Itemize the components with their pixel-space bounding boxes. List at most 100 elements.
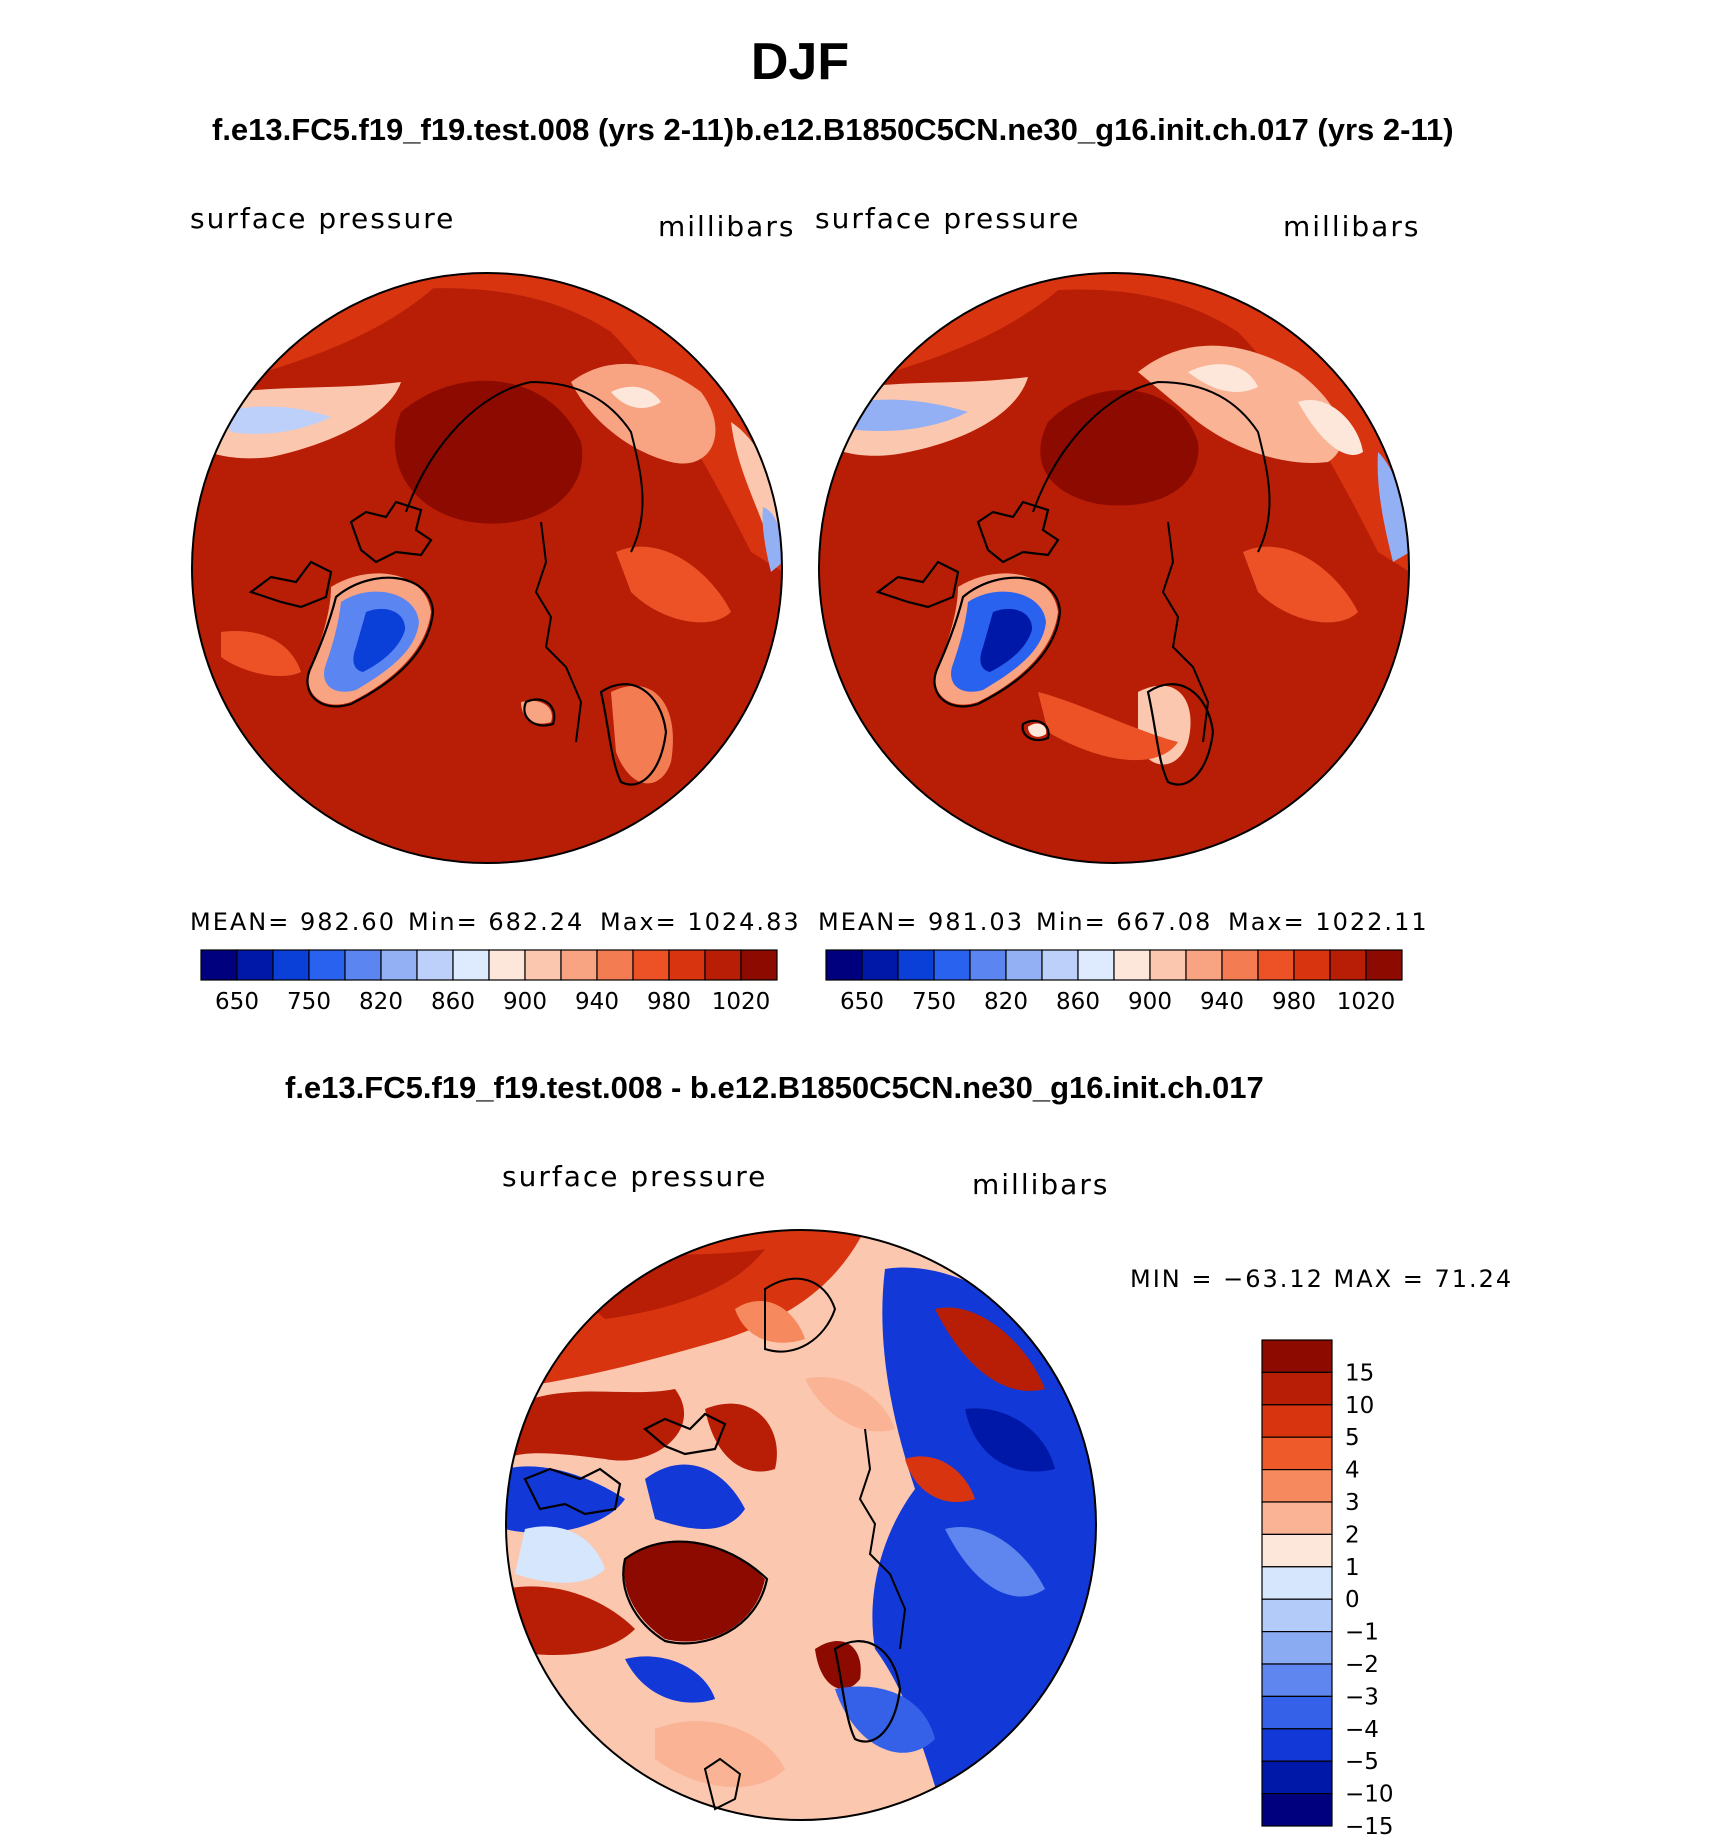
colorbar-swatch — [1293, 949, 1331, 981]
colorbar-swatch — [1185, 949, 1223, 981]
colorbar-swatch — [632, 949, 670, 981]
colorbar-swatch — [1261, 1598, 1333, 1633]
colorbar-tick-label: 5 — [1345, 1425, 1360, 1451]
colorbar-tick-label: 1020 — [1337, 989, 1396, 1015]
colorbar-tick-label: −2 — [1345, 1652, 1379, 1678]
colorbar-swatch — [897, 949, 935, 981]
colorbar-swatch — [1005, 949, 1043, 981]
panel-2-max-stat: Max= 1022.11 — [1228, 908, 1429, 936]
colorbar-swatch — [236, 949, 274, 981]
colorbar-tick-label: 650 — [840, 989, 884, 1015]
colorbar-swatch — [1041, 949, 1079, 981]
colorbar-tick-label: 3 — [1345, 1490, 1360, 1516]
panel-1-mean-stat: MEAN= 982.60 — [190, 908, 396, 936]
colorbar-swatch — [560, 949, 598, 981]
colorbar-tick-label: 940 — [575, 989, 619, 1015]
difference-polar-map — [505, 1229, 1097, 1821]
colorbar-tick-label: 650 — [215, 989, 259, 1015]
colorbar-swatch — [596, 949, 634, 981]
colorbar-tick-label: −10 — [1345, 1782, 1394, 1808]
colorbar-swatch — [704, 949, 742, 981]
colorbar-swatch — [416, 949, 454, 981]
difference-units-label: millibars — [972, 1168, 1110, 1201]
colorbar-swatch — [740, 949, 778, 981]
colorbar-swatch — [1261, 1566, 1333, 1600]
colorbar-tick-label: −3 — [1345, 1684, 1379, 1710]
colorbar-tick-label: −5 — [1345, 1749, 1379, 1775]
colorbar-swatch — [1221, 949, 1259, 981]
colorbar-tick-label: 1020 — [712, 989, 771, 1015]
colorbar-swatch — [1261, 1404, 1333, 1438]
colorbar-tick-label: 4 — [1345, 1458, 1360, 1484]
panel-2-min-stat: Min= 667.08 — [1036, 908, 1213, 936]
panel-2-case-title: b.e12.B1850C5CN.ne30_g16.init.ch.017 (yr… — [735, 112, 1454, 147]
colorbar-swatch — [1261, 1501, 1333, 1536]
panel-1-variable-label: surface pressure — [190, 202, 456, 235]
colorbar-tick-label: 1 — [1345, 1555, 1360, 1581]
colorbar-tick-label: 820 — [359, 989, 403, 1015]
difference-title: f.e13.FC5.f19_f19.test.008 - b.e12.B1850… — [285, 1070, 1264, 1105]
panel-2-units-label: millibars — [1283, 210, 1421, 243]
colorbar-swatch — [1261, 1793, 1333, 1827]
colorbar-swatch — [1261, 1533, 1333, 1568]
colorbar-swatch — [308, 949, 346, 981]
colorbar-swatch — [1261, 1760, 1333, 1795]
panel-1-case-title: f.e13.FC5.f19_f19.test.008 (yrs 2-11) — [212, 112, 735, 147]
panel-1-min-stat: Min= 682.24 — [408, 908, 585, 936]
colorbar-swatch — [380, 949, 418, 981]
colorbar-swatch — [272, 949, 310, 981]
colorbar-tick-label: 750 — [287, 989, 331, 1015]
panel-1-polar-map — [191, 272, 783, 864]
panel-2-variable-label: surface pressure — [815, 202, 1081, 235]
colorbar-tick-label: 860 — [1056, 989, 1100, 1015]
colorbar-swatch — [1149, 949, 1187, 981]
colorbar-tick-label: 2 — [1345, 1522, 1360, 1548]
colorbar-swatch — [452, 949, 490, 981]
colorbar-swatch — [200, 949, 238, 981]
colorbar-tick-label: −1 — [1345, 1620, 1379, 1646]
colorbar-swatch — [933, 949, 971, 981]
colorbar-swatch — [1257, 949, 1295, 981]
panel-2-polar-map — [818, 272, 1410, 864]
colorbar-tick-label: 900 — [1128, 989, 1172, 1015]
colorbar-swatch — [524, 949, 562, 981]
colorbar-swatch — [1261, 1728, 1333, 1762]
panel-1-max-stat: Max= 1024.83 — [600, 908, 801, 936]
colorbar-tick-label: 940 — [1200, 989, 1244, 1015]
colorbar-swatch — [488, 949, 526, 981]
colorbar-swatch — [1077, 949, 1115, 981]
page-title: DJF — [750, 33, 850, 91]
colorbar-tick-label: −15 — [1345, 1814, 1394, 1839]
colorbar-swatch — [1365, 949, 1403, 981]
colorbar-swatch — [1261, 1469, 1333, 1503]
colorbar-tick-label: 980 — [647, 989, 691, 1015]
colorbar-swatch — [1261, 1339, 1333, 1374]
colorbar-tick-label: 0 — [1345, 1587, 1360, 1613]
panel-2-mean-stat: MEAN= 981.03 — [818, 908, 1024, 936]
panel-1-colorbar-ticks: 650 750 820 860 900 940 980 1020 — [215, 989, 771, 1015]
difference-minmax-stat: MIN = −63.12 MAX = 71.24 — [1130, 1265, 1514, 1293]
panel-2-colorbar — [825, 949, 1403, 981]
colorbar-swatch — [825, 949, 863, 981]
colorbar-swatch — [1261, 1695, 1333, 1730]
colorbar-tick-label: 820 — [984, 989, 1028, 1015]
colorbar-swatch — [1113, 949, 1151, 981]
colorbar-tick-label: 750 — [912, 989, 956, 1015]
colorbar-swatch — [1329, 949, 1367, 981]
colorbar-swatch — [344, 949, 382, 981]
colorbar-swatch — [1261, 1436, 1333, 1471]
colorbar-swatch — [861, 949, 899, 981]
colorbar-tick-label: 10 — [1345, 1393, 1374, 1419]
colorbar-tick-label: 15 — [1345, 1360, 1374, 1386]
colorbar-swatch — [1261, 1371, 1333, 1406]
colorbar-swatch — [969, 949, 1007, 981]
colorbar-swatch — [1261, 1631, 1333, 1665]
colorbar-swatch — [668, 949, 706, 981]
colorbar-tick-label: 860 — [431, 989, 475, 1015]
difference-colorbar — [1261, 1339, 1333, 1827]
colorbar-tick-label: 900 — [503, 989, 547, 1015]
panel-1-colorbar — [200, 949, 778, 981]
difference-variable-label: surface pressure — [502, 1160, 768, 1193]
panel-2-colorbar-ticks: 650 750 820 860 900 940 980 1020 — [840, 989, 1396, 1015]
